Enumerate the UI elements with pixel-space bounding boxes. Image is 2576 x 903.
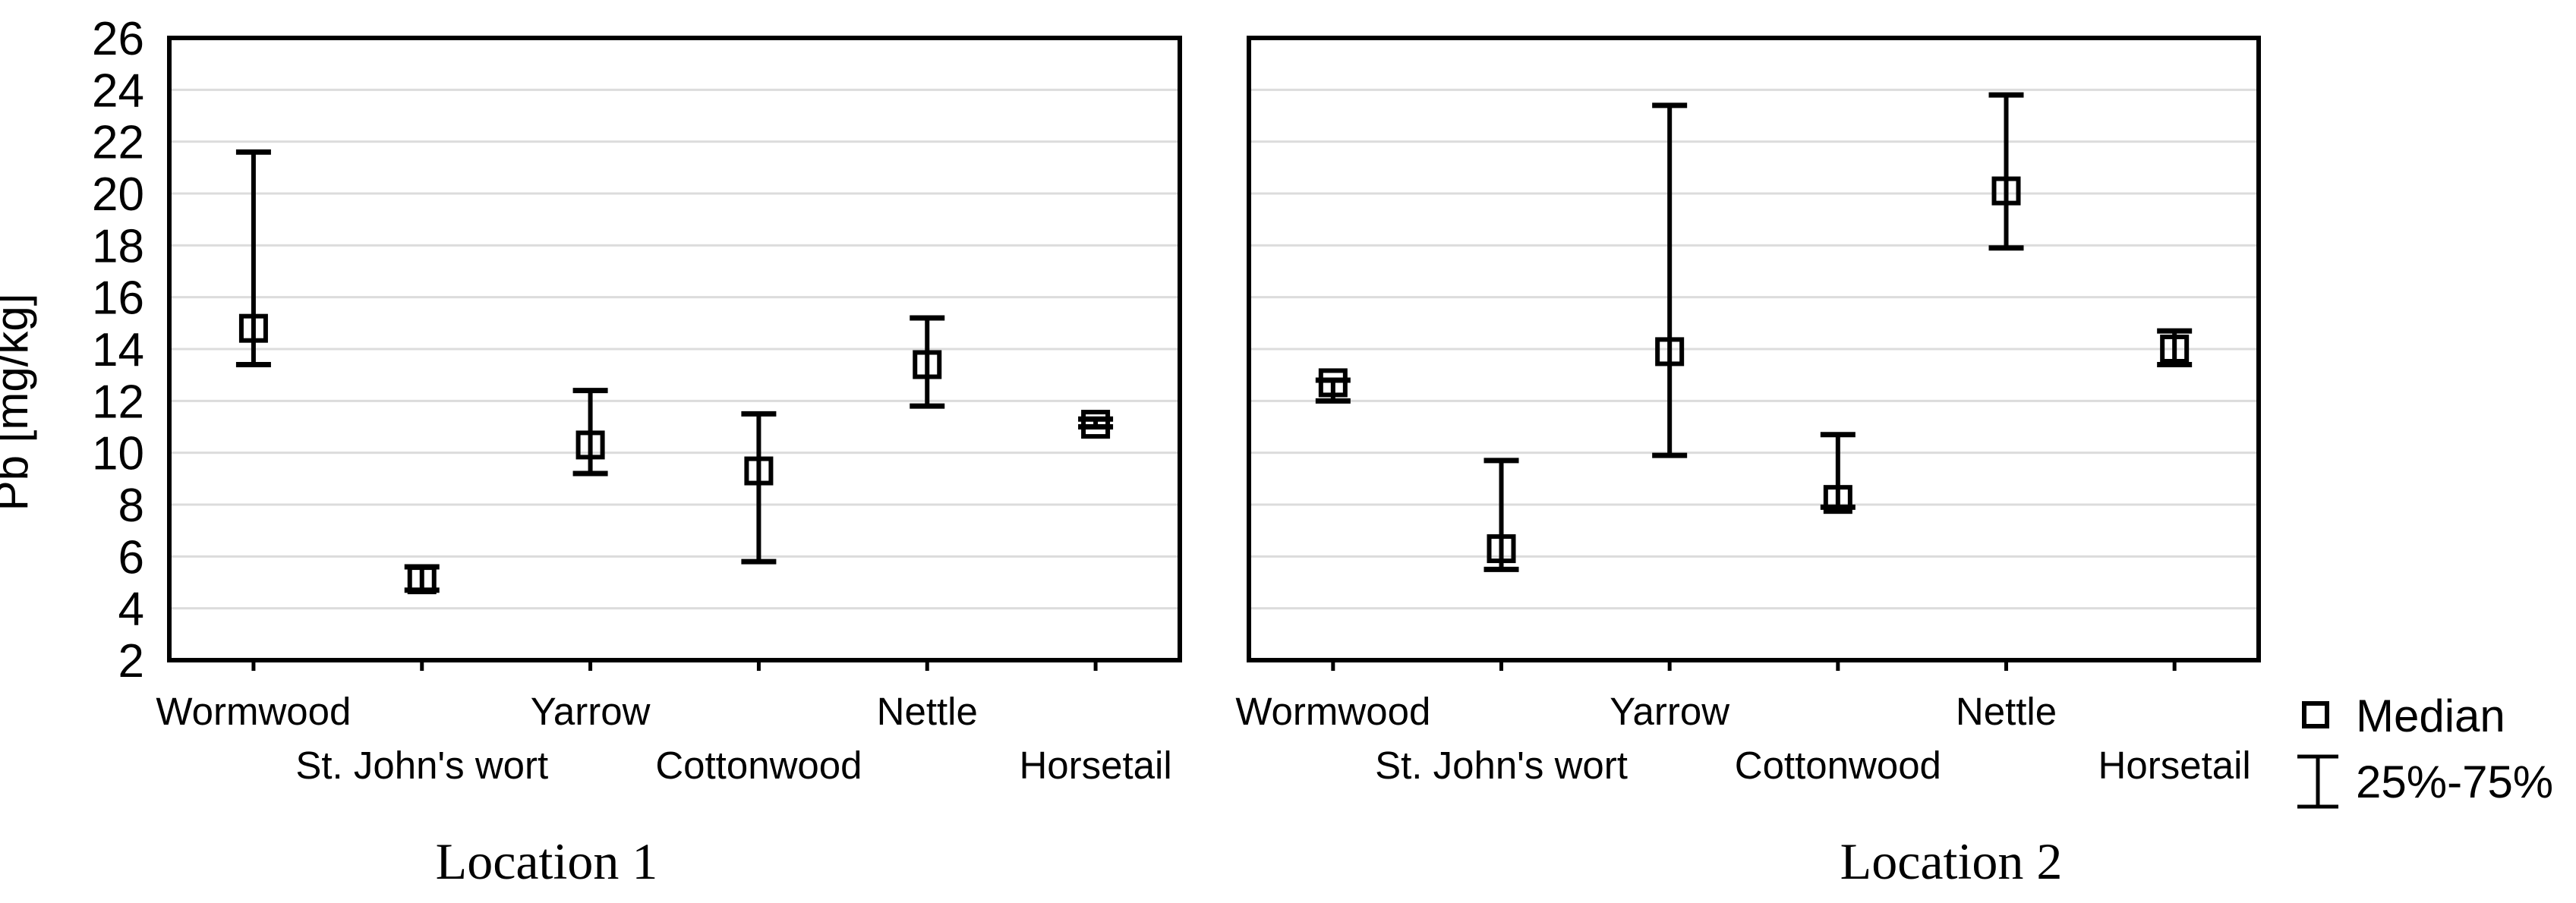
median-square-icon: [2302, 701, 2329, 728]
y-tick-label: 12: [92, 376, 144, 428]
category-label: Nettle: [1956, 690, 2057, 733]
point-wormwood: [235, 149, 271, 367]
point-nettle: [910, 315, 945, 409]
plot-border: [1247, 36, 2261, 662]
median-marker: [1991, 176, 2021, 206]
legend-median-label: Median: [2356, 691, 2505, 741]
y-tick-label: 20: [92, 168, 144, 221]
y-tick-label: 4: [118, 584, 144, 636]
median-marker: [2160, 335, 2190, 363]
y-axis-title: Pb [mg/kg]: [0, 294, 37, 511]
y-tick-label: 6: [118, 531, 144, 584]
category-label: Horsetail: [1019, 744, 1171, 787]
legend: Median 25%-75%: [2297, 691, 2553, 809]
median-marker: [238, 313, 268, 343]
median-marker: [1081, 410, 1111, 439]
point-horsetail: [1078, 410, 1114, 439]
y-tick-label: 14: [92, 324, 144, 376]
point-horsetail: [2157, 328, 2193, 367]
category-label: Yarrow: [1610, 690, 1729, 733]
median-marker: [1655, 337, 1685, 367]
y-tick-label: 22: [92, 117, 144, 169]
panel-title: Location 1: [436, 832, 658, 890]
point-st-john-s-wort: [1483, 458, 1519, 572]
legend-iqr-label: 25%-75%: [2356, 757, 2553, 807]
category-label: Horsetail: [2098, 744, 2251, 787]
y-tick-label: 24: [92, 64, 144, 117]
plot-border: [167, 36, 1182, 662]
median-marker: [744, 456, 774, 486]
category-label: Wormwood: [1235, 690, 1430, 733]
y-tick-label: 26: [92, 13, 144, 65]
median-marker: [1487, 534, 1516, 564]
point-yarrow: [1652, 102, 1688, 458]
point-cottonwood: [1820, 432, 1856, 514]
y-tick-label: 10: [92, 428, 144, 480]
y-tick-label: 8: [118, 480, 144, 532]
category-label: St. John's wort: [295, 744, 548, 787]
point-st-john-s-wort: [404, 564, 440, 595]
y-tick-label: 2: [118, 635, 144, 687]
category-label: Wormwood: [156, 690, 351, 733]
category-label: Cottonwood: [1735, 744, 1941, 787]
median-marker: [913, 350, 942, 379]
median-marker: [575, 430, 605, 460]
point-cottonwood: [741, 411, 777, 565]
y-tick-label: 18: [92, 220, 144, 272]
category-label: Cottonwood: [655, 744, 862, 787]
median-marker: [1823, 485, 1852, 514]
category-label: St. John's wort: [1375, 744, 1628, 787]
panel-title: Location 2: [1840, 832, 2063, 890]
point-wormwood: [1315, 368, 1351, 404]
category-label: Yarrow: [531, 690, 651, 733]
median-marker: [407, 565, 437, 595]
category-label: Nettle: [877, 690, 978, 733]
y-tick-label: 16: [92, 272, 144, 325]
median-marker: [1318, 368, 1348, 398]
point-yarrow: [572, 388, 608, 477]
point-nettle: [1988, 92, 2024, 251]
